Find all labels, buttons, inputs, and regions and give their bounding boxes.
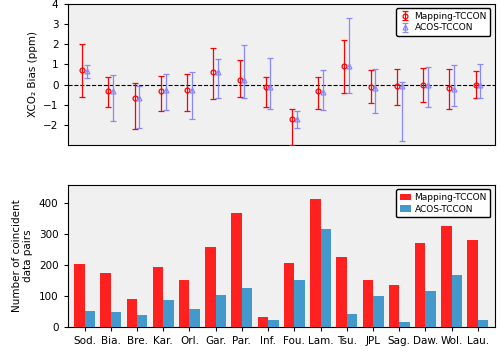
Bar <box>400 322 410 327</box>
Bar <box>111 312 122 327</box>
Bar <box>258 317 268 327</box>
Bar <box>415 243 426 327</box>
Bar <box>268 320 278 327</box>
Bar <box>84 311 95 327</box>
Bar <box>242 288 252 327</box>
Bar <box>74 263 85 327</box>
Bar <box>284 263 294 327</box>
Bar <box>137 315 147 327</box>
Bar <box>478 320 488 327</box>
Bar <box>373 296 384 327</box>
Bar <box>426 291 436 327</box>
Bar <box>100 273 111 327</box>
Bar <box>310 199 320 327</box>
Bar <box>441 226 452 327</box>
Bar <box>336 257 347 327</box>
Bar <box>347 314 358 327</box>
Bar <box>362 281 373 327</box>
Legend: Mapping-TCCON, ACOS-TCCON: Mapping-TCCON, ACOS-TCCON <box>396 8 490 36</box>
Bar <box>205 247 216 327</box>
Bar <box>216 295 226 327</box>
Bar <box>190 309 200 327</box>
Y-axis label: XCO₂ Bias (ppm): XCO₂ Bias (ppm) <box>28 31 38 117</box>
Bar <box>179 280 190 327</box>
Legend: Mapping-TCCON, ACOS-TCCON: Mapping-TCCON, ACOS-TCCON <box>396 190 490 217</box>
Bar <box>126 299 137 327</box>
Y-axis label: Number of coincident
data pairs: Number of coincident data pairs <box>12 200 34 312</box>
Bar <box>320 229 331 327</box>
Bar <box>163 300 173 327</box>
Bar <box>452 275 462 327</box>
Bar <box>232 213 242 327</box>
Bar <box>152 267 163 327</box>
Bar <box>389 285 400 327</box>
Bar <box>468 240 478 327</box>
Bar <box>294 280 305 327</box>
